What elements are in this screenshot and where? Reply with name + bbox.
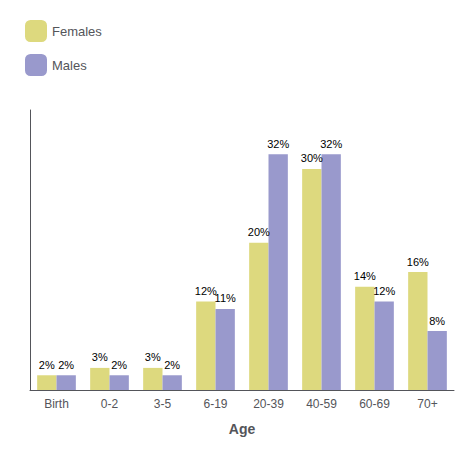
- svg-text:60-69: 60-69: [359, 397, 390, 411]
- svg-text:8%: 8%: [429, 315, 445, 327]
- svg-text:Females: Females: [52, 24, 102, 39]
- svg-text:32%: 32%: [267, 138, 289, 150]
- svg-text:2%: 2%: [39, 359, 55, 371]
- svg-text:Age: Age: [229, 421, 256, 437]
- svg-text:14%: 14%: [354, 270, 376, 282]
- svg-text:3-5: 3-5: [154, 397, 172, 411]
- svg-text:2%: 2%: [111, 359, 127, 371]
- svg-text:12%: 12%: [373, 285, 395, 297]
- svg-text:30%: 30%: [301, 152, 323, 164]
- svg-text:3%: 3%: [92, 351, 108, 363]
- svg-text:20%: 20%: [248, 226, 270, 238]
- svg-text:11%: 11%: [215, 292, 236, 304]
- svg-text:20-39: 20-39: [253, 397, 284, 411]
- svg-text:Males: Males: [52, 58, 87, 73]
- svg-text:3%: 3%: [145, 351, 161, 363]
- svg-text:12%: 12%: [194, 285, 217, 298]
- svg-text:70+: 70+: [417, 397, 437, 411]
- svg-text:0-2: 0-2: [101, 397, 119, 411]
- svg-text:2%: 2%: [164, 359, 180, 371]
- svg-text:Birth: Birth: [44, 397, 69, 411]
- svg-text:40-59: 40-59: [306, 397, 337, 411]
- svg-text:16%: 16%: [407, 256, 429, 268]
- svg-text:32%: 32%: [320, 138, 342, 150]
- svg-text:2%: 2%: [58, 359, 74, 371]
- svg-text:6-19: 6-19: [203, 397, 227, 411]
